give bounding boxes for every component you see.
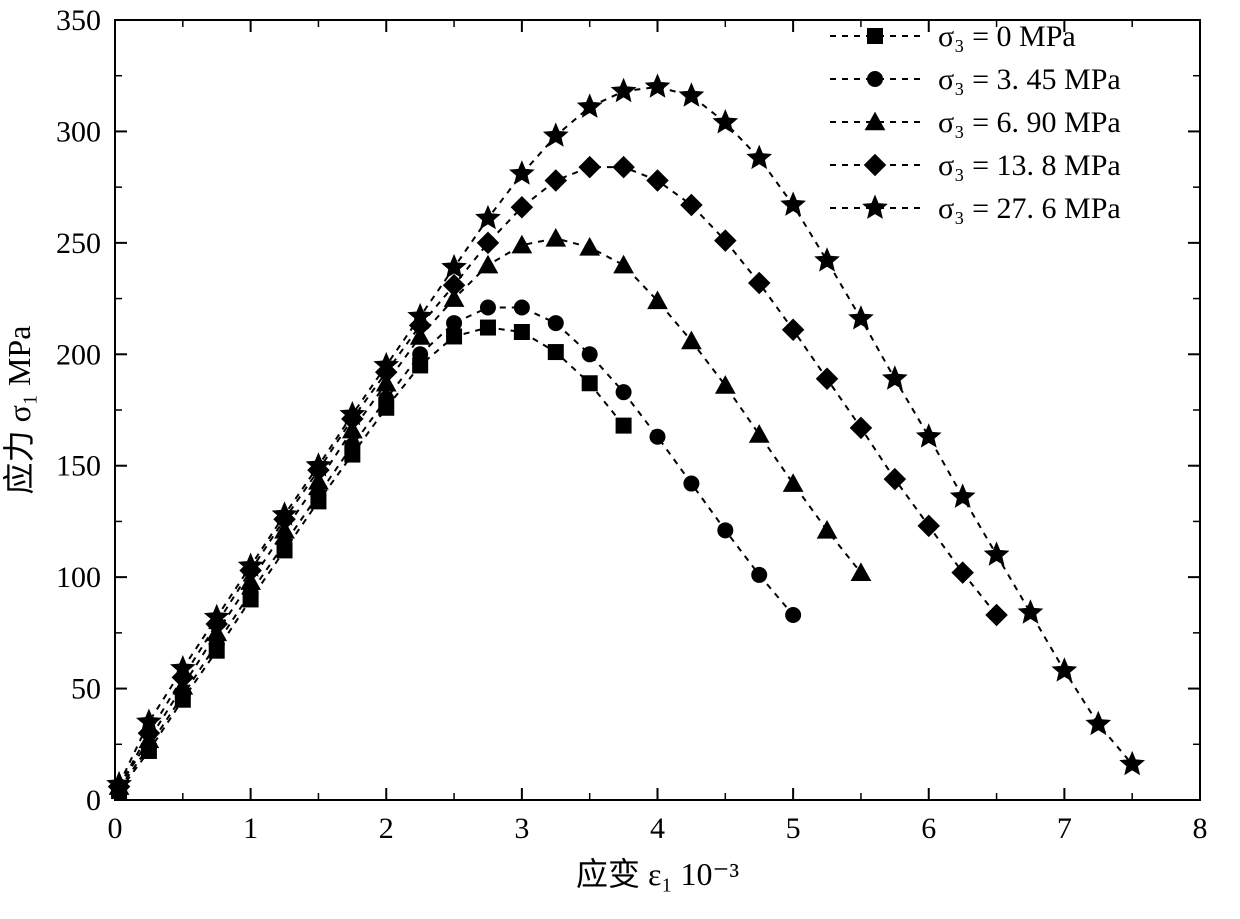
y-axis-title: 应力 σ₁ MPa xyxy=(1,326,37,495)
y-tick-label: 0 xyxy=(86,784,101,817)
legend-label-0: σ₃ = 0 MPa xyxy=(938,20,1076,53)
y-tick-label: 350 xyxy=(56,4,101,37)
y-tick-label: 50 xyxy=(71,673,101,706)
legend-label-4: σ₃ = 27. 6 MPa xyxy=(938,192,1121,225)
y-tick-label: 150 xyxy=(56,450,101,483)
x-axis-title: 应变 ε₁ 10⁻³ xyxy=(576,856,739,892)
x-tick-label: 0 xyxy=(108,812,123,845)
x-tick-label: 4 xyxy=(650,812,665,845)
legend: σ₃ = 0 MPa σ₃ = 3. 45 MPa σ₃ = 6. 90 MPa σ₃… xyxy=(830,20,1121,225)
legend-label-3: σ₃ = 13. 8 MPa xyxy=(938,149,1121,182)
x-tick-label: 7 xyxy=(1057,812,1072,845)
series-1 xyxy=(111,299,801,796)
y-tick-label: 300 xyxy=(56,115,101,148)
y-tick-label: 100 xyxy=(56,561,101,594)
stress-strain-chart: 0 1 2 3 4 5 6 7 8 0 50 100 150 200 250 300 350 应变 ε₁ 10⁻³… xyxy=(0,0,1240,919)
y-tick-label: 250 xyxy=(56,227,101,260)
x-tick-label: 1 xyxy=(243,812,258,845)
series-3 xyxy=(108,156,1008,798)
x-tick-label: 6 xyxy=(921,812,936,845)
x-tick-label: 2 xyxy=(379,812,394,845)
x-tick-label: 5 xyxy=(786,812,801,845)
legend-label-2: σ₃ = 6. 90 MPa xyxy=(938,106,1121,139)
x-tick-label: 3 xyxy=(514,812,529,845)
y-tick-label: 200 xyxy=(56,338,101,371)
x-tick-label: 8 xyxy=(1193,812,1208,845)
legend-label-1: σ₃ = 3. 45 MPa xyxy=(938,63,1121,96)
